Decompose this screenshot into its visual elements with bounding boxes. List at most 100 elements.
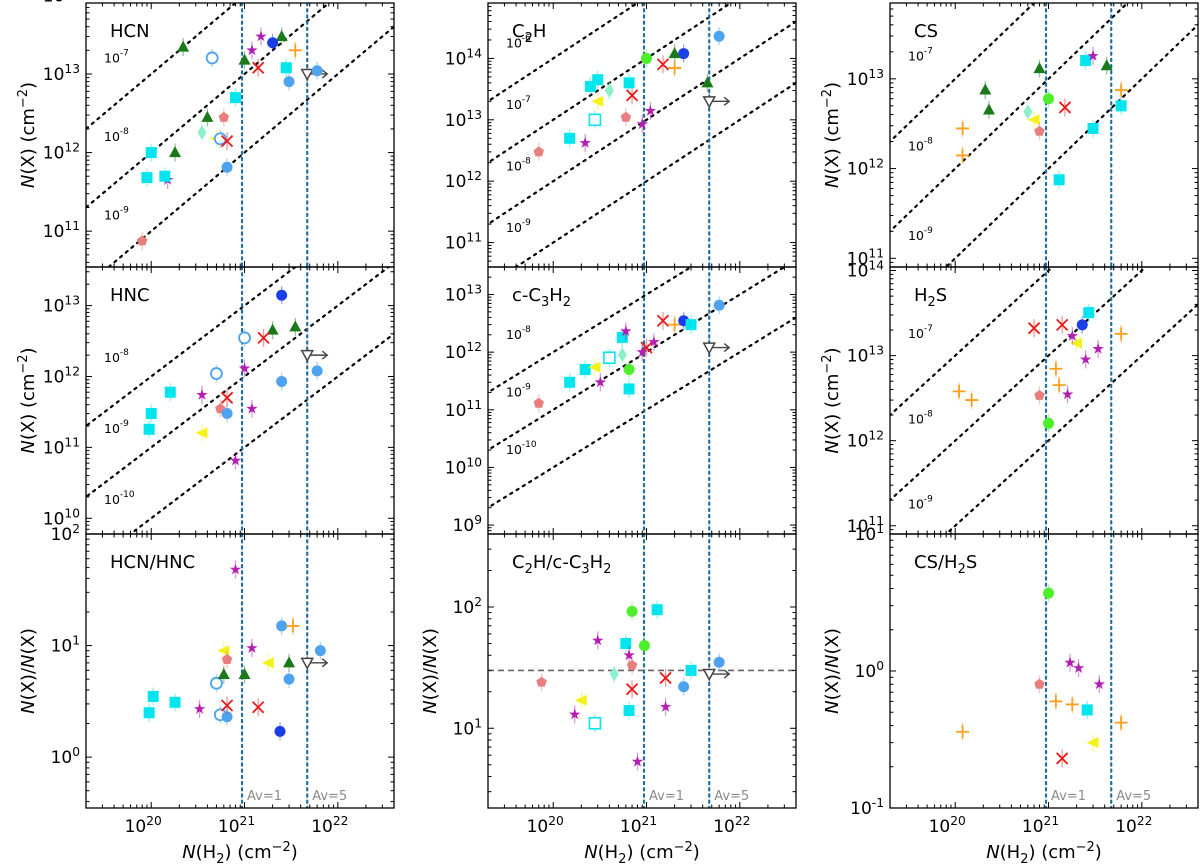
panel-hnc: 1010 1011 1012 1013 HNC 10-8 10-9 10-10 N(X) (cm… xyxy=(16,266,395,535)
y-tick-label-cc3h2-1: 1010 xyxy=(445,455,482,478)
y-tick-label-cc3h2-0: 109 xyxy=(453,513,482,536)
data-point-c2h_cc3h2-9 xyxy=(623,705,635,717)
data-point-cc3h2-4 xyxy=(588,361,601,373)
data-point-cs-12 xyxy=(1087,49,1099,61)
data-point-hcn_hnc-0 xyxy=(143,707,155,719)
data-point-c2h-19-arrow xyxy=(712,96,731,106)
data-point-cc3h2-3 xyxy=(579,363,591,375)
data-point-cc3h2-18 xyxy=(620,325,632,337)
av-label-1: Av=1 xyxy=(649,789,684,804)
data-point-h2s-15 xyxy=(1079,353,1092,365)
abundance-line-3 xyxy=(106,25,394,267)
data-point-hcn_hnc-18 xyxy=(283,656,296,668)
y-tick-label-c2h-2: 1013 xyxy=(445,108,482,131)
data-point-hcn-21 xyxy=(283,76,295,88)
data-point-hcn_hnc-20 xyxy=(300,657,314,670)
data-point-cc3h2-16 xyxy=(685,319,697,331)
data-point-hcn-11 xyxy=(220,134,234,148)
y-tick-label-hcn_hnc-2: 102 xyxy=(51,522,80,545)
data-point-hnc-3 xyxy=(195,427,208,439)
data-point-h2s-11 xyxy=(1076,319,1088,331)
data-point-hcn-22 xyxy=(300,68,314,82)
data-point-cs_h2s-3 xyxy=(1049,694,1063,708)
y-tick-label-h2s-2: 1013 xyxy=(847,344,884,367)
abundance-line-2 xyxy=(86,267,391,499)
data-point-hcn-17 xyxy=(255,30,267,42)
data-point-cs-4 xyxy=(1023,104,1033,120)
axes-frame-cs xyxy=(889,2,1199,268)
abundance-label-h2s-1: 10-8 xyxy=(908,409,933,426)
abundance-line-4 xyxy=(514,81,796,267)
data-point-c2h_cc3h2-10 xyxy=(626,605,638,617)
y-tick-label-hcn-0: 1011 xyxy=(43,219,80,242)
abundance-line-3 xyxy=(944,302,1198,534)
data-point-cc3h2-0 xyxy=(713,299,725,311)
data-point-hcn_hnc-22 xyxy=(261,657,274,669)
data-point-cs-5 xyxy=(1027,114,1040,126)
data-point-hcn-20 xyxy=(288,43,302,57)
av-label-1: Av=1 xyxy=(1051,789,1086,804)
abundance-label-hnc-2: 10-10 xyxy=(104,490,135,507)
abundance-label-cs-1: 10-8 xyxy=(908,136,933,153)
x-tick-label-hcn_hnc-0: 1020 xyxy=(125,814,162,837)
data-point-c2h_cc3h2-19 xyxy=(713,656,725,668)
data-point-hcn-25 xyxy=(311,65,323,77)
x-tick-label-c2h_cc3h2-0: 1020 xyxy=(527,814,564,837)
data-point-hcn-18 xyxy=(275,29,288,41)
data-point-hnc-16-arrow xyxy=(310,350,329,360)
data-point-cs_h2s-5 xyxy=(1064,656,1076,668)
data-point-c2h-6 xyxy=(604,83,614,99)
data-point-cc3h2-8 xyxy=(616,331,628,343)
y-tick-label-hnc-0: 1010 xyxy=(43,506,80,529)
data-point-hcn-1 xyxy=(145,147,157,159)
data-point-hcn-7 xyxy=(197,125,207,141)
x-axis-label-col-2: N(H2) (cm−2) xyxy=(584,840,700,864)
data-point-cc3h2-2 xyxy=(564,376,576,388)
abundance-line-1 xyxy=(86,267,298,428)
data-point-c2h-7 xyxy=(620,111,632,122)
plot-area-cs xyxy=(890,3,1198,267)
data-point-cs_h2s-10 xyxy=(1093,678,1105,690)
data-point-c2h-13 xyxy=(678,48,690,60)
data-point-hcn-6 xyxy=(201,110,214,122)
y-tick-label-hcn-3: 1014 xyxy=(43,0,80,6)
panel-title-hnc: HNC xyxy=(110,285,150,306)
data-point-cc3h2-12 xyxy=(648,336,660,347)
panel-cs_h2s: 10-1 100 101 1020 1021 1022 Av=1 Av=5 CS/H2S N(X)… xyxy=(822,522,1199,837)
data-point-h2s-7 xyxy=(1052,378,1066,392)
data-point-c2h-10 xyxy=(623,77,635,89)
data-point-hcn-16 xyxy=(246,44,258,56)
panel-c2h_cc3h2: 101 102 1020 1021 1022 Av=1 Av=5 C2H/c-C3H2 N(X)… xyxy=(420,533,797,837)
data-point-hcn_hnc-3 xyxy=(193,703,206,714)
av-label-2: Av=5 xyxy=(312,789,347,804)
y-axis-label-c2h_cc3h2: N(X)/N(X) xyxy=(420,628,441,714)
abundance-line-1 xyxy=(890,267,1055,417)
abundance-line-3 xyxy=(488,316,796,510)
panel-cs: 1011 1012 1013 CS 10-7 10-8 10-9 N(X) (cm−2) xyxy=(820,2,1199,269)
data-point-hnc-1 xyxy=(143,423,155,435)
plot-area-cc3h2 xyxy=(488,267,796,534)
abundance-label-c2h-2: 10-8 xyxy=(506,156,531,173)
y-tick-label-cs-0: 1011 xyxy=(847,246,884,269)
data-point-hcn-19 xyxy=(267,37,279,49)
panel-title-hcn_hnc: HCN/HNC xyxy=(110,552,195,573)
data-point-cc3h2-14 xyxy=(668,318,682,332)
data-point-cc3h2-10 xyxy=(623,383,635,395)
data-point-c2h_cc3h2-6 xyxy=(623,649,635,661)
data-point-hnc-12 xyxy=(238,362,251,374)
data-point-cc3h2-17-arrow xyxy=(712,343,731,353)
data-point-cs-11 xyxy=(1080,55,1092,67)
y-tick-label-cs_h2s-1: 100 xyxy=(855,659,884,682)
data-point-cc3h2-7 xyxy=(617,347,627,363)
data-point-c2h-4 xyxy=(591,95,604,107)
data-point-c2h-18 xyxy=(701,76,714,88)
data-point-c2h_cc3h2-8 xyxy=(625,683,639,696)
data-point-c2h_cc3h2-16 xyxy=(678,681,690,693)
x-tick-label-cs_h2s-2: 1022 xyxy=(1115,814,1152,837)
data-point-hcn_hnc-20-arrow xyxy=(310,658,329,668)
data-point-c2h-0 xyxy=(713,30,725,42)
data-point-hcn-24 xyxy=(280,62,292,74)
abundance-line-3 xyxy=(944,23,1198,267)
data-point-c2h_cc3h2-1 xyxy=(569,708,581,720)
